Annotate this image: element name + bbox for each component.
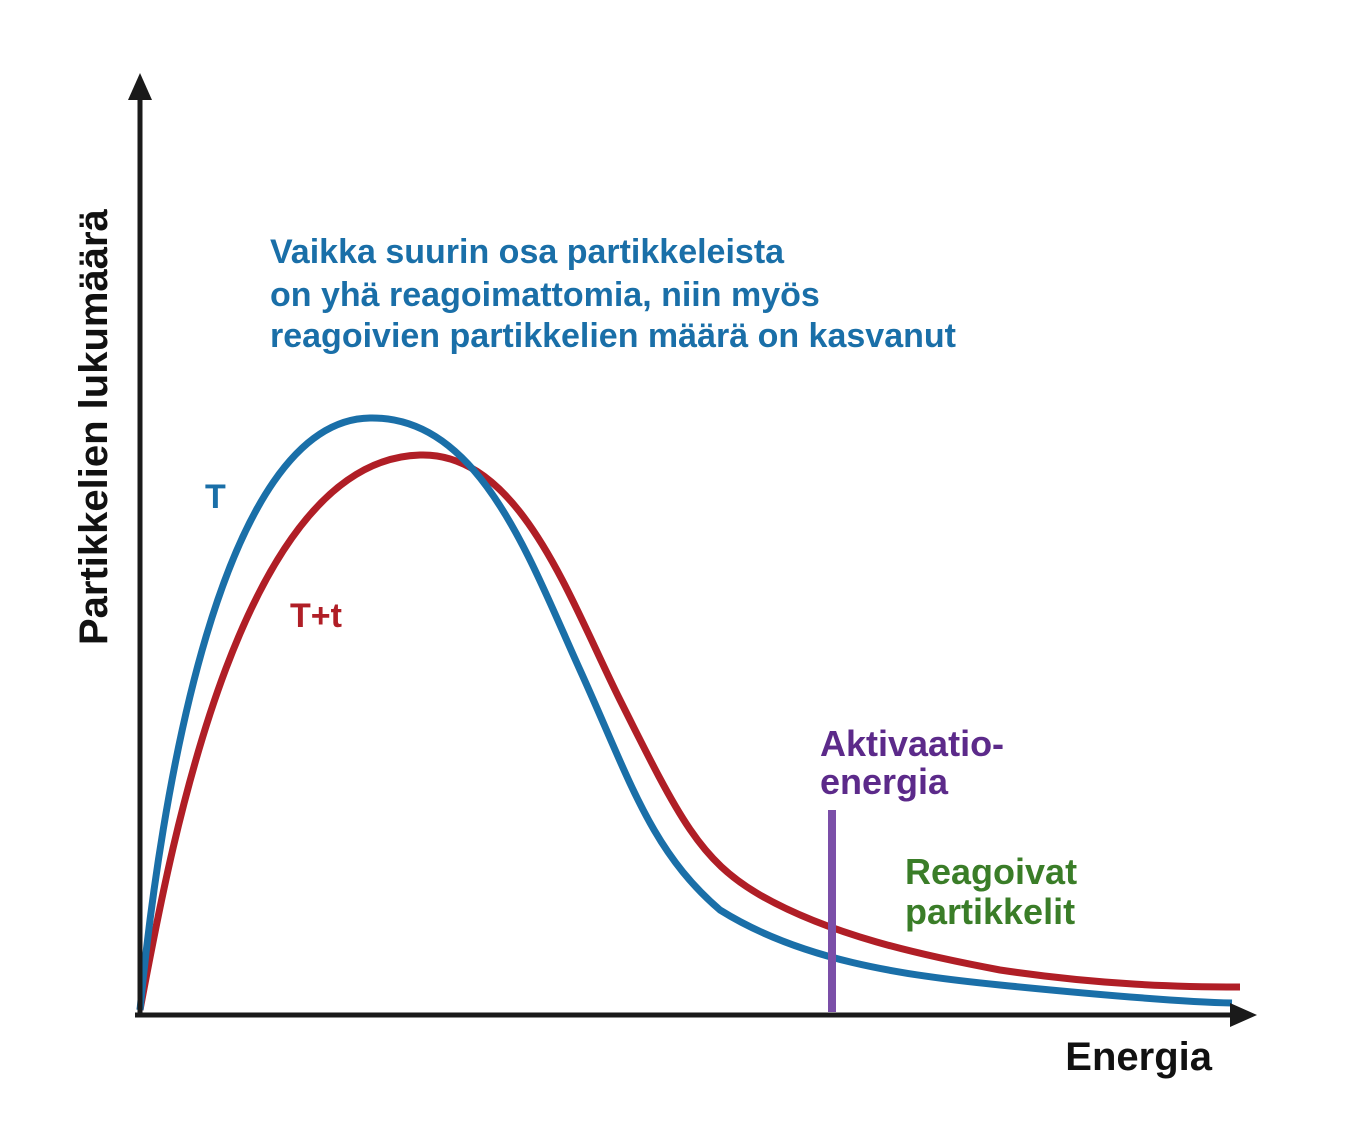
reacting-label: partikkelit: [905, 891, 1075, 932]
curve-label: T: [205, 478, 226, 516]
activation-label: Aktivaatio-: [820, 723, 1004, 764]
reacting-label: Reagoivat: [905, 851, 1077, 892]
x-axis-arrow: [1230, 1003, 1257, 1027]
x-axis-label: Energia: [1065, 1035, 1212, 1079]
curve-t: [136, 414, 1233, 1011]
curve-t-plus-t: [136, 451, 1241, 1011]
y-axis-label: Partikkelien lukumäärä: [72, 208, 116, 645]
curve-label: T+t: [290, 597, 342, 635]
y-axis-arrow: [128, 73, 152, 100]
annotation-line: reagoivien partikkelien määrä on kasvanu…: [270, 317, 956, 355]
annotation-line: Vaikka suurin osa partikkeleista: [270, 233, 785, 271]
activation-label: energia: [820, 761, 949, 802]
annotation-line: on yhä reagoimattomia, niin myös: [270, 276, 820, 314]
